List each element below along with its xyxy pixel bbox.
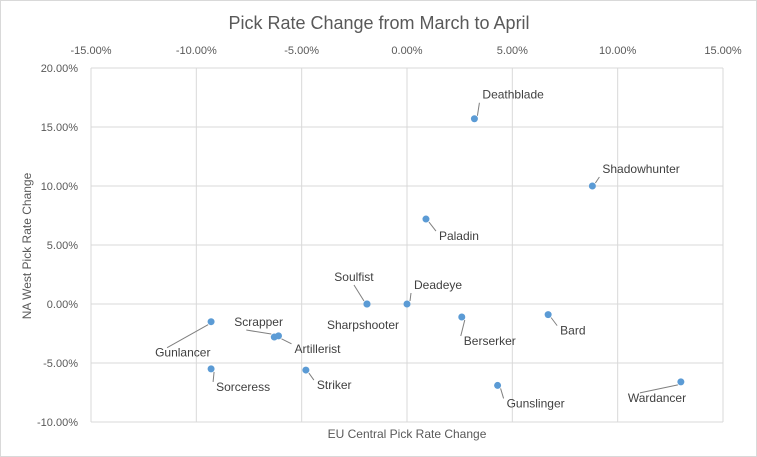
leader-line	[476, 102, 480, 116]
leader-line	[428, 221, 437, 232]
data-label: Striker	[317, 378, 352, 392]
data-label: Sorceress	[216, 380, 270, 394]
y-tick-label: 5.00%	[47, 240, 78, 252]
leader-line	[308, 372, 315, 381]
x-axis-label: EU Central Pick Rate Change	[328, 427, 487, 441]
data-labels: Deathblade Shadowhunter Paladin Soulfist Sha…	[155, 88, 686, 411]
leader-line	[460, 319, 466, 337]
leader-line	[409, 292, 412, 302]
data-points	[207, 115, 685, 389]
data-label: Soulfist	[334, 270, 374, 284]
data-point	[494, 381, 502, 389]
gridlines	[90, 67, 724, 423]
data-label: Paladin	[439, 229, 479, 243]
data-label: Wardancer	[628, 391, 686, 405]
x-tick-label: -10.00%	[176, 45, 217, 57]
leader-line	[550, 317, 558, 326]
leader-line	[639, 384, 678, 394]
data-point	[207, 365, 215, 373]
leader-line	[212, 371, 215, 382]
y-tick-label: -10.00%	[37, 417, 78, 429]
x-axis-ticks: -15.00% -10.00% -5.00% 0.00% 5.00% 10.00% 15.0…	[71, 45, 742, 57]
x-tick-label: -5.00%	[284, 45, 319, 57]
leader-line	[594, 176, 600, 184]
data-point	[207, 318, 215, 326]
leader-line	[281, 338, 292, 345]
data-point	[363, 300, 371, 308]
y-axis-label: NA West Pick Rate Change	[20, 172, 34, 319]
y-axis-ticks: 20.00% 15.00% 10.00% 5.00% 0.00% -5.00% -10.00…	[37, 63, 78, 429]
y-tick-label: 10.00%	[41, 181, 79, 193]
leader-line	[500, 388, 505, 399]
data-label: Sharpshooter	[327, 318, 399, 332]
x-tick-label: 10.00%	[599, 45, 637, 57]
data-label: Gunslinger	[507, 396, 565, 410]
data-label: Artillerist	[294, 342, 341, 356]
data-label: Berserker	[464, 334, 516, 348]
x-tick-label: 5.00%	[497, 45, 528, 57]
data-label: Deadeye	[414, 278, 462, 292]
leader-line	[246, 329, 272, 335]
data-point	[677, 378, 685, 386]
label-leader-lines	[166, 102, 678, 399]
data-label: Scrapper	[234, 315, 283, 329]
data-label: Deathblade	[482, 88, 544, 102]
data-point	[274, 332, 282, 340]
x-tick-label: 15.00%	[704, 45, 742, 57]
x-tick-label: 0.00%	[391, 45, 422, 57]
data-label: Gunlancer	[155, 346, 210, 360]
y-tick-label: 20.00%	[41, 63, 79, 75]
y-tick-label: -5.00%	[43, 358, 78, 370]
data-point	[544, 311, 552, 319]
y-tick-label: 0.00%	[47, 299, 78, 311]
data-label: Shadowhunter	[602, 162, 679, 176]
data-point	[588, 182, 596, 190]
data-label: Bard	[560, 324, 585, 338]
data-point	[403, 300, 411, 308]
leader-line	[353, 284, 365, 302]
data-point	[422, 215, 430, 223]
leader-line	[166, 324, 209, 349]
y-tick-label: 15.00%	[41, 122, 79, 134]
chart-title: Pick Rate Change from March to April	[228, 13, 529, 33]
data-point	[458, 313, 466, 321]
x-tick-label: -15.00%	[71, 45, 112, 57]
data-point	[302, 366, 310, 374]
data-point	[470, 115, 478, 123]
